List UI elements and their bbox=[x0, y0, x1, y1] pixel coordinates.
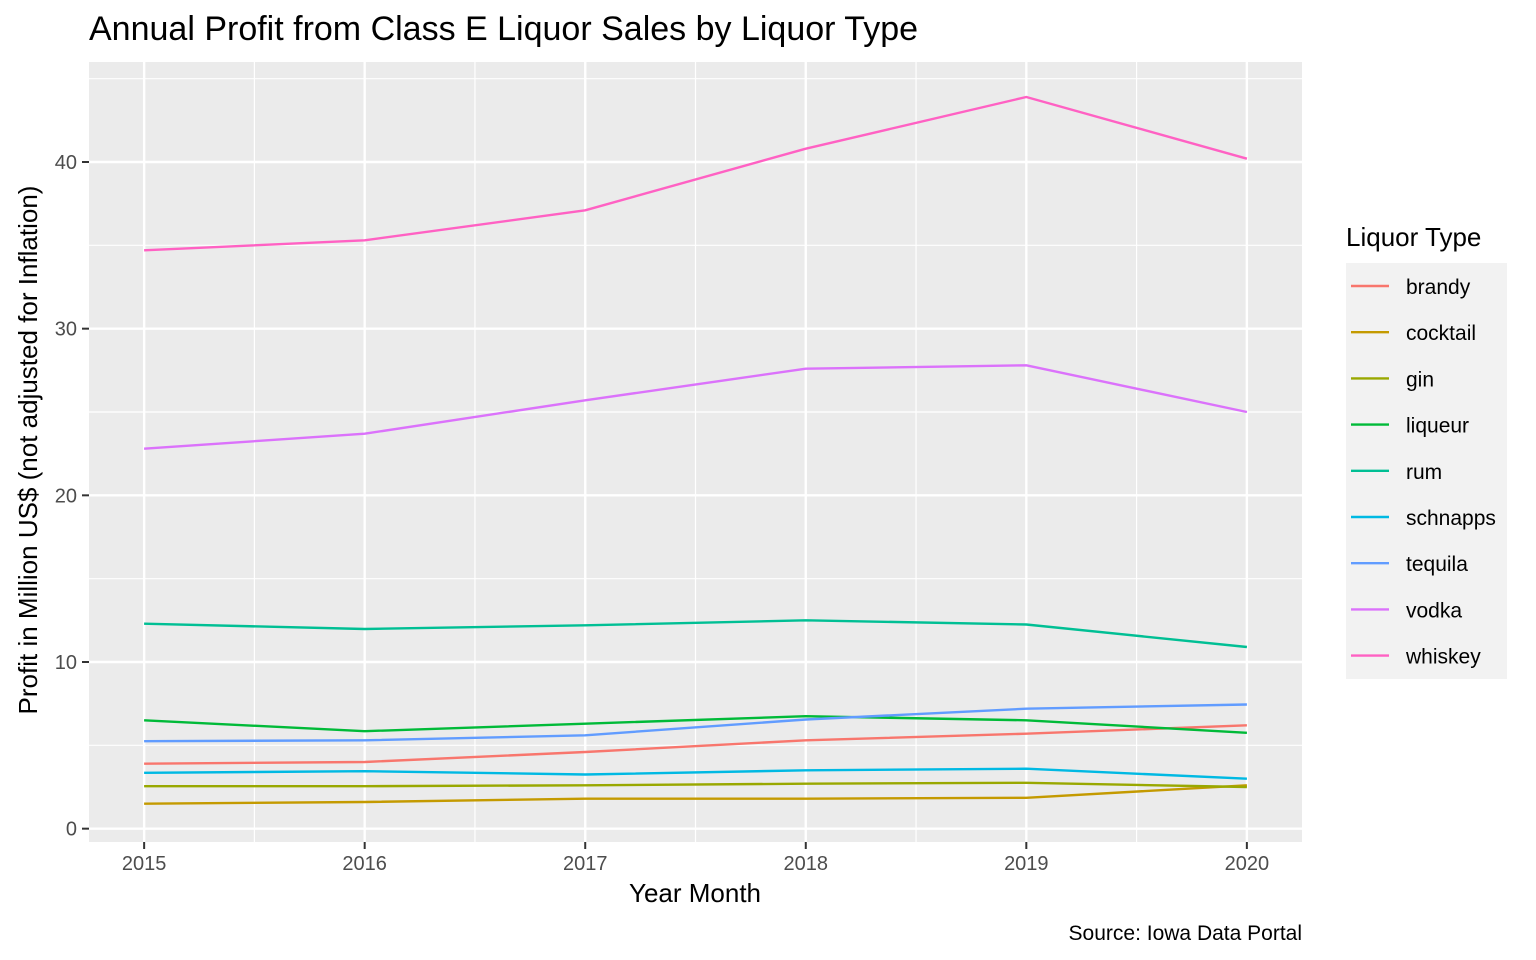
major-gridlines bbox=[89, 62, 1302, 842]
series-line-rum bbox=[144, 619, 1248, 649]
x-tick-label: 2020 bbox=[1225, 853, 1270, 875]
series-line-brandy bbox=[144, 724, 1247, 765]
x-axis-title: Year Month bbox=[629, 878, 761, 908]
x-tick-label: 2018 bbox=[784, 853, 829, 875]
legend-label-liqueur: liqueur bbox=[1406, 415, 1469, 438]
y-axis: 0 10 20 30 40 bbox=[55, 152, 89, 841]
series-line-schnapps bbox=[144, 767, 1247, 780]
y-tick-label: 10 bbox=[55, 652, 77, 674]
legend-label-vodka: vodka bbox=[1406, 599, 1462, 622]
x-tick-label: 2016 bbox=[342, 853, 387, 875]
legend-label-gin: gin bbox=[1406, 368, 1434, 391]
series-line-tequila bbox=[144, 703, 1247, 743]
legend-label-cocktail: cocktail bbox=[1406, 322, 1476, 345]
x-tick-label: 2019 bbox=[1004, 853, 1049, 875]
x-tick-label: 2017 bbox=[563, 853, 608, 875]
legend-title: Liquor Type bbox=[1346, 222, 1481, 252]
series-lines bbox=[144, 95, 1248, 805]
legend-label-rum: rum bbox=[1406, 461, 1442, 484]
y-axis-title: Profit in Million US$ (not adjusted for … bbox=[13, 186, 43, 715]
legend: Liquor Type brandy cocktail gin liqueur rum s… bbox=[1346, 222, 1507, 679]
caption-source: Source: Iowa Data Portal bbox=[1069, 922, 1302, 945]
y-tick-label: 20 bbox=[55, 485, 77, 507]
series-line-cocktail bbox=[144, 784, 1247, 805]
minor-gridlines bbox=[89, 62, 1302, 842]
series-line-whiskey bbox=[144, 95, 1248, 252]
legend-label-tequila: tequila bbox=[1406, 553, 1468, 576]
y-tick-label: 0 bbox=[66, 819, 77, 841]
series-line-vodka bbox=[144, 364, 1248, 450]
chart-title: Annual Profit from Class E Liquor Sales … bbox=[89, 10, 918, 48]
series-line-gin bbox=[144, 781, 1247, 789]
x-axis: 2015 2016 2017 2018 2019 2020 bbox=[122, 842, 1269, 875]
legend-label-schnapps: schnapps bbox=[1406, 507, 1496, 530]
legend-label-whiskey: whiskey bbox=[1405, 646, 1481, 669]
legend-label-brandy: brandy bbox=[1406, 276, 1471, 299]
series-line-liqueur bbox=[144, 715, 1247, 734]
y-tick-label: 30 bbox=[55, 319, 77, 341]
x-tick-label: 2015 bbox=[122, 853, 167, 875]
y-tick-label: 40 bbox=[55, 152, 77, 174]
